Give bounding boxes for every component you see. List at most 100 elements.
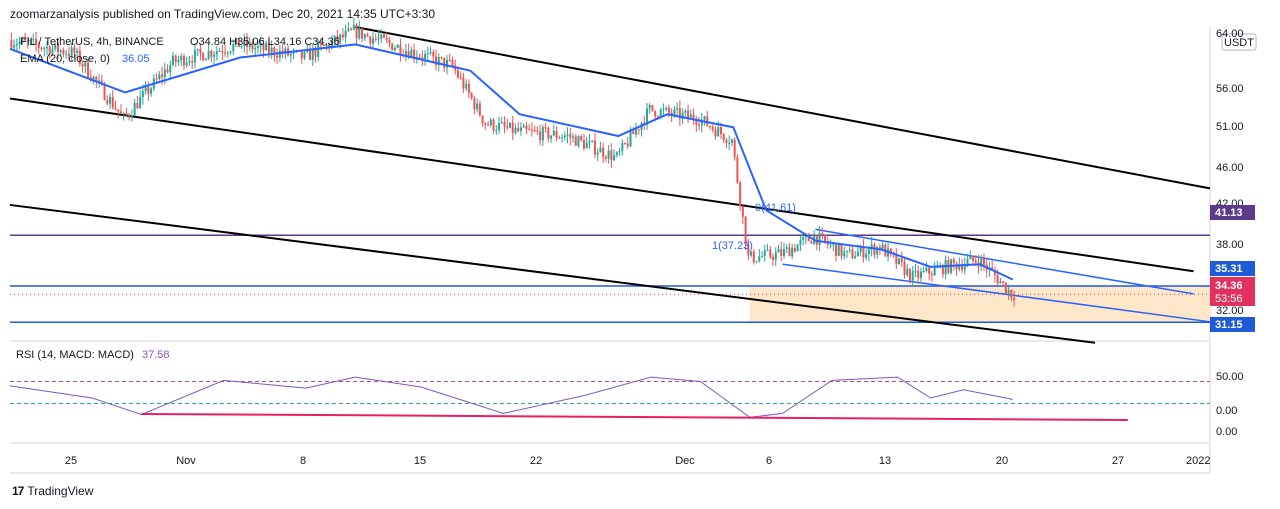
legend-ema-value: 36.05: [122, 53, 150, 65]
candle-body-331: [917, 270, 920, 278]
candle-body-309: [856, 251, 859, 257]
candle-body-31: [95, 76, 98, 81]
candle-body-349: [966, 259, 969, 265]
footer-branding[interactable]: 17 TradingView: [12, 484, 93, 498]
candle-body-112: [317, 43, 320, 57]
candle-body-145: [407, 51, 410, 58]
candle-body-7: [29, 40, 32, 42]
candle-body-227: [632, 130, 635, 135]
candle-body-363: [1004, 282, 1007, 294]
candle-body-150: [421, 57, 424, 60]
candle-body-183: [511, 122, 514, 133]
candle-body-217: [604, 157, 607, 159]
candle-body-233: [648, 105, 651, 109]
legend-symbol[interactable]: FIL / TetherUS, 4h, BINANCE: [20, 36, 164, 48]
candle-body-350: [969, 256, 972, 260]
candle-body-5: [24, 38, 27, 41]
candle-body-232: [645, 108, 648, 125]
candle-body-308: [854, 256, 857, 259]
rsi-tick-0-upper: 0.00: [1216, 405, 1237, 417]
candle-body-281: [780, 249, 783, 256]
candle-body-48: [141, 91, 144, 98]
candle-body-313: [867, 249, 870, 254]
candle-body-30: [92, 76, 95, 81]
candle-body-34: [103, 83, 106, 100]
legend-rsi[interactable]: RSI (14, MACD: MACD): [16, 349, 134, 361]
candle-body-55: [161, 74, 164, 78]
candle-body-215: [599, 147, 602, 153]
candle-body-195: [544, 127, 547, 129]
candle-body-223: [621, 143, 624, 152]
publisher-line: zoomarzanalysis published on TradingView…: [10, 7, 435, 21]
candle-body-270: [750, 251, 753, 256]
price-tick-56: 56.00: [1216, 83, 1244, 95]
candle-body-299: [829, 244, 832, 246]
candle-body-71: [204, 58, 207, 61]
candle-body-241: [670, 112, 673, 116]
candle-body-35: [106, 99, 109, 104]
candle-body-53: [155, 78, 158, 80]
candle-body-286: [793, 247, 796, 252]
candle-body-306: [848, 249, 851, 251]
candle-body-137: [385, 37, 388, 40]
candle-body-121: [341, 34, 344, 38]
candle-body-239: [665, 107, 668, 110]
candle-body-226: [629, 130, 632, 147]
candle-body-27: [84, 62, 87, 67]
candle-body-44: [130, 115, 133, 117]
currency-tag[interactable]: [1221, 33, 1257, 51]
candle-body-152: [426, 53, 429, 55]
candle-body-327: [906, 268, 909, 276]
candle-body-85: [243, 39, 246, 47]
candle-body-265: [736, 157, 739, 183]
candle-body-263: [730, 139, 733, 143]
candle-body-362: [1002, 281, 1005, 283]
candle-body-157: [440, 56, 443, 58]
candle-body-257: [714, 129, 717, 137]
legend-ema[interactable]: EMA (20, close, 0): [20, 53, 110, 65]
candle-body-88: [251, 42, 254, 50]
time-tick-13: 13: [879, 455, 891, 467]
candle-body-191: [533, 129, 536, 131]
candle-body-113: [319, 43, 322, 45]
candle-body-80: [229, 51, 232, 53]
candle-body-154: [432, 51, 435, 57]
candle-body-21: [67, 53, 70, 56]
candle-body-251: [698, 124, 701, 126]
candle-body-142: [399, 44, 402, 55]
fib-top-label: 0(41.61): [755, 202, 796, 214]
candle-body-271: [752, 251, 755, 263]
candle-body-47: [139, 97, 142, 109]
candle-body-153: [429, 51, 432, 54]
time-tick-15: 15: [414, 455, 426, 467]
candle-body-284: [788, 247, 791, 257]
candle-body-109: [309, 49, 311, 60]
candle-body-58: [169, 65, 172, 73]
candle-body-328: [909, 268, 911, 281]
candle-body-337: [933, 267, 936, 276]
candle-body-126: [355, 25, 358, 39]
candle-body-163: [456, 70, 459, 78]
badge-resistance: [1210, 205, 1255, 220]
candle-body-17: [56, 43, 59, 53]
trendline-channel-middle: [9, 97, 1194, 273]
candle-body-66: [191, 61, 194, 63]
time-tick-25: 25: [65, 455, 77, 467]
candle-body-352: [974, 260, 977, 263]
candle-body-86: [245, 39, 248, 47]
candle-body-116: [328, 44, 331, 48]
time-tick-dec: Dec: [675, 455, 695, 467]
candle-body-351: [972, 256, 975, 261]
candle-body-207: [577, 136, 580, 146]
candle-body-90: [256, 45, 259, 48]
currency-label: USDT: [1224, 37, 1254, 49]
legend-ohlc: O34.84 H35.06 L34.16 C34.36: [190, 36, 340, 48]
candle-body-96: [273, 47, 276, 56]
candle-body-176: [492, 119, 495, 131]
candle-body-73: [210, 50, 213, 57]
candle-body-133: [374, 38, 377, 40]
candle-body-218: [607, 150, 610, 159]
candle-body-210: [585, 142, 588, 149]
candle-body-334: [925, 267, 928, 272]
